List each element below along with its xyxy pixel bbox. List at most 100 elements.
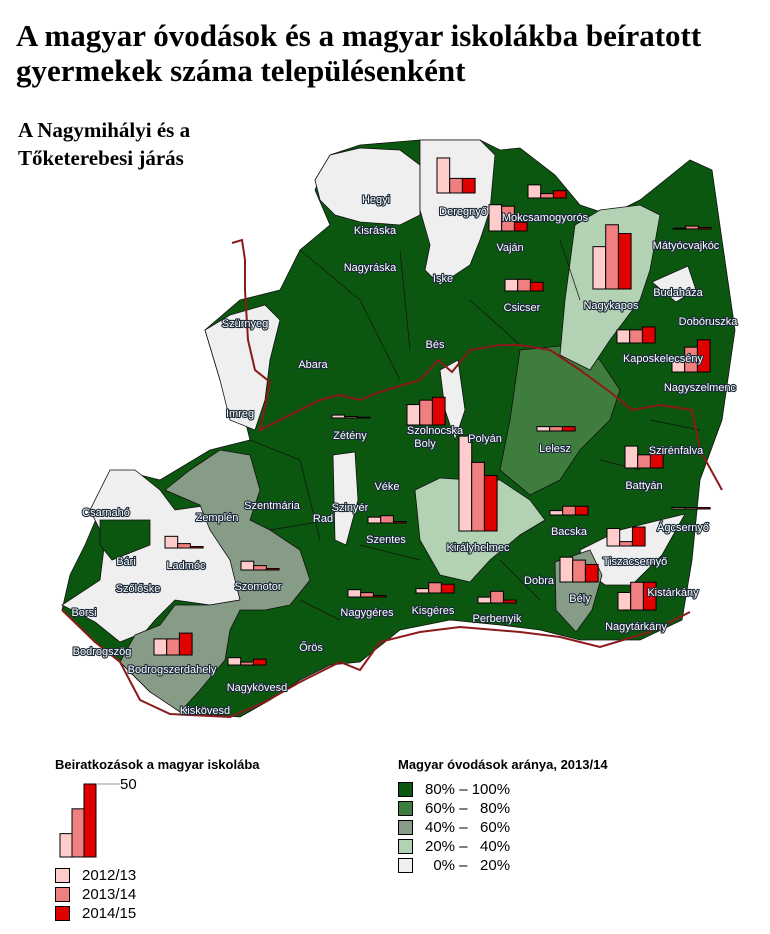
bar-chart-42: [347, 589, 387, 598]
bar-chart-10: [504, 278, 544, 292]
enrolment-bar: [189, 546, 204, 549]
boundary-line: [359, 299, 401, 381]
settlement-label: Boly: [414, 438, 436, 450]
enrolment-bar: [513, 221, 528, 232]
enrolment-bar: [428, 582, 442, 594]
legend-bar: [83, 783, 97, 858]
settlement-label: Dobóruszka: [679, 316, 739, 328]
enrolment-bar: [642, 581, 657, 611]
settlement-label: Mokcsamogyorós: [502, 212, 589, 224]
settlement-label: Kiskövesd: [180, 705, 230, 717]
enrolment-bar: [502, 599, 517, 604]
enrolment-bar: [517, 278, 531, 292]
enrolment-bar: [347, 589, 362, 598]
settlement-label: Battyán: [625, 480, 662, 492]
enrolment-bar: [431, 396, 446, 426]
enrolment-bar: [561, 426, 576, 432]
settlement-label: Bély: [569, 593, 591, 605]
settlement-label: Imreg: [226, 408, 254, 420]
settlement-label: Tiszacsernyő: [603, 556, 667, 568]
enrolment-bar: [685, 225, 699, 230]
settlement-label: Mátyócvajkóc: [653, 240, 720, 252]
settlement-label: Véke: [374, 481, 399, 493]
swatch-40-60: [398, 820, 413, 835]
settlement-label: Szürnyeg: [222, 318, 268, 330]
enrolment-bar: [178, 632, 193, 656]
boundary-line: [649, 419, 701, 431]
legend-bar: [59, 833, 73, 858]
settlement-label: Őrös: [299, 640, 323, 654]
enrolment-bar: [360, 592, 374, 598]
bar-chart-43: [415, 582, 455, 594]
swatch-2014-15: [55, 906, 70, 921]
enrolment-bar: [458, 435, 473, 532]
settlement-label: Bacska: [551, 526, 588, 538]
settlement-label: Szinyér: [332, 502, 369, 514]
settlement-label: Nagytárkány: [605, 621, 667, 633]
enrolment-bar: [529, 281, 544, 292]
settlement-label: Nagykapos: [583, 300, 639, 312]
region-budahaza: [651, 265, 697, 303]
bar-chart-32: [164, 535, 204, 549]
enrolment-bar: [684, 507, 698, 510]
settlement-label: Szolnocska: [407, 425, 464, 437]
swatch-60-80: [398, 801, 413, 816]
bar-chart-31: [367, 515, 407, 524]
swatch-2013-14: [55, 887, 70, 902]
legend-year-2: 2013/14: [55, 886, 136, 903]
boundary-line: [469, 299, 521, 346]
settlement-label: Kaposkelecsény: [623, 353, 704, 365]
state-border-line: [61, 609, 691, 719]
settlement-label: Nagyráska: [344, 262, 397, 274]
enrolment-bar: [536, 426, 551, 432]
bar-chart-18: [331, 414, 371, 419]
settlement-label: Iske: [433, 273, 453, 285]
legend-class-label: 0% – 20%: [425, 857, 511, 874]
legend-class-3: 40% – 60%: [398, 819, 510, 836]
legend-class-2: 60% – 80%: [398, 800, 510, 817]
bar-chart-22: [536, 426, 576, 432]
enrolment-bar: [527, 184, 542, 199]
legend-share-title: Magyar óvodások aránya, 2013/14: [398, 757, 608, 772]
bar-chart-9: [592, 224, 632, 290]
settlement-label: Borsi: [71, 607, 96, 619]
enrolment-bar: [449, 177, 463, 194]
boundary-line: [299, 249, 361, 301]
bar-chart-24: [624, 445, 664, 469]
enrolment-bar: [574, 505, 589, 516]
settlement-label: Polyán: [468, 433, 502, 445]
settlement-label: Kistárkány: [647, 587, 699, 599]
enrolment-bar: [631, 526, 646, 547]
legend-year-label: 2014/15: [82, 905, 137, 922]
enrolment-bar: [697, 227, 712, 230]
enrolment-bar: [617, 233, 632, 290]
settlement-label: Dobra: [524, 575, 555, 587]
enrolment-bar: [671, 507, 686, 510]
enrolment-bar: [483, 475, 498, 532]
bar-chart-33: [549, 505, 589, 516]
legend-bar: [71, 808, 85, 858]
enrolment-bar: [490, 590, 504, 604]
settlement-label: Zétény: [333, 430, 367, 442]
settlement-label: Nagyszelmenc: [664, 382, 737, 394]
swatch-0-20: [398, 858, 413, 873]
enrolment-bar: [619, 541, 633, 547]
enrolment-bar: [624, 445, 639, 469]
bar-chart-16: [671, 339, 711, 373]
enrolment-bar: [331, 414, 346, 419]
enrolment-bar: [419, 399, 433, 426]
enrolment-bar: [696, 339, 711, 373]
enrolment-bar: [227, 657, 242, 666]
settlement-label: Szirénfalva: [649, 445, 704, 457]
enrolment-bar: [380, 515, 394, 524]
settlement-label: Nagygéres: [340, 607, 394, 619]
bar-chart-35: [671, 507, 711, 510]
enrolment-bar: [436, 157, 451, 194]
enrolment-bar: [153, 638, 168, 656]
enrolment-bar: [164, 535, 179, 549]
settlement-label: Szőlőske: [116, 583, 161, 595]
enrolment-bar: [501, 205, 515, 232]
bar-chart-51: [227, 657, 267, 666]
settlement-label: Csarnahó: [82, 507, 130, 519]
enrolment-bar: [253, 565, 267, 571]
